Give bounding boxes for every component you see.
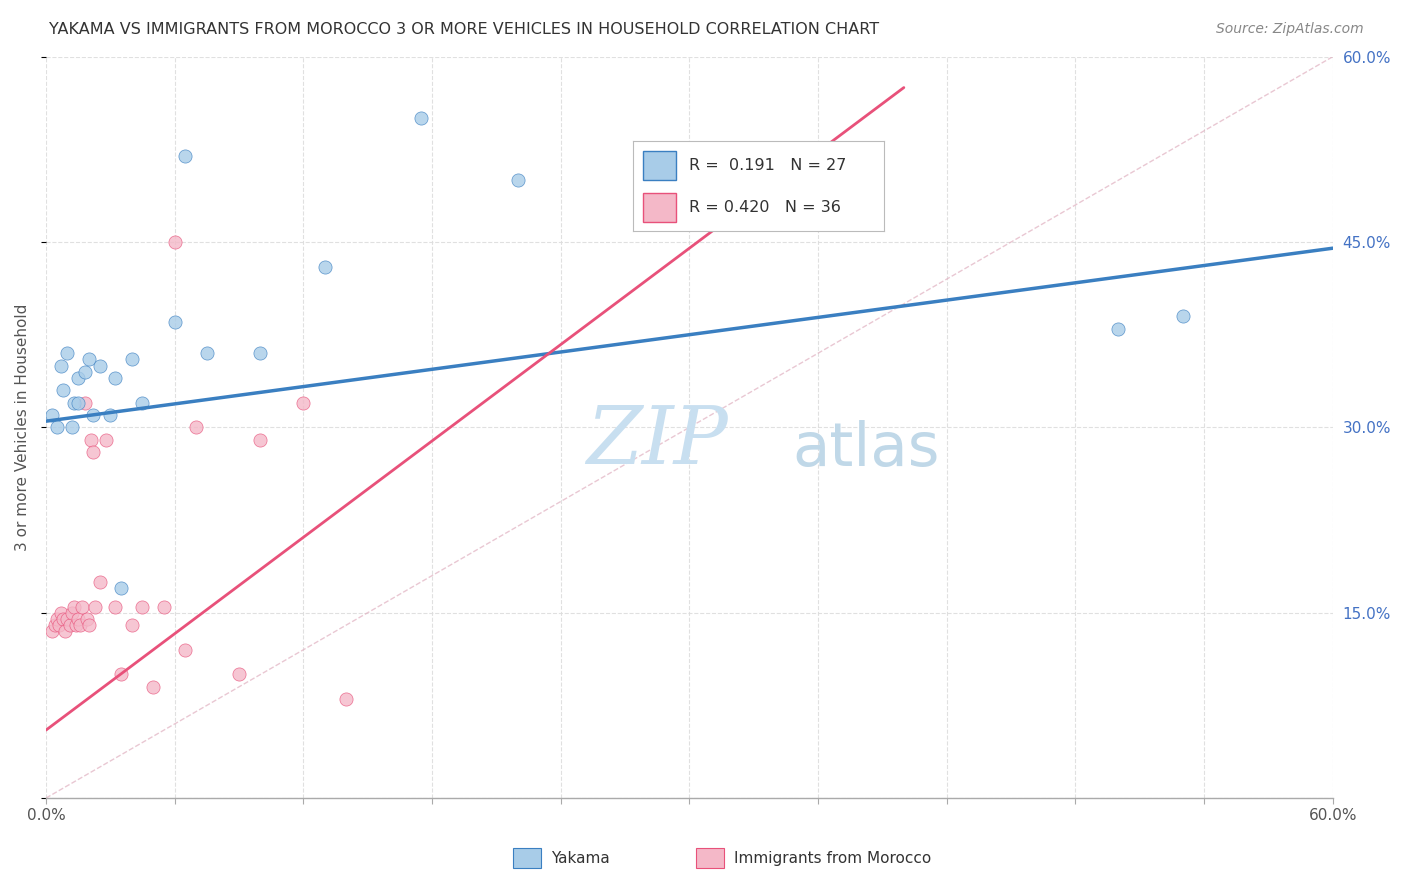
Point (1107, 321, 1129, 335)
Point (41, 624, 63, 639)
Point (98, 408, 121, 422)
Point (314, 260, 336, 274)
Point (82, 408, 104, 422)
Point (104, 371, 127, 385)
Point (53, 624, 76, 639)
Y-axis label: 3 or more Vehicles in Household: 3 or more Vehicles in Household (15, 303, 30, 551)
Text: Yakama: Yakama (551, 851, 610, 865)
Point (142, 680, 165, 694)
Point (77, 618, 100, 632)
Point (121, 618, 143, 632)
Point (52, 384, 75, 398)
Point (110, 581, 132, 595)
Point (131, 599, 153, 614)
Point (67, 371, 90, 385)
Point (56, 612, 79, 626)
Point (153, 599, 176, 614)
Text: Immigrants from Morocco: Immigrants from Morocco (734, 851, 931, 865)
Point (89, 359, 111, 373)
Point (77, 352, 100, 367)
Point (65, 618, 87, 632)
Text: R = 0.420   N = 36: R = 0.420 N = 36 (689, 200, 841, 215)
Point (131, 395, 153, 409)
Point (195, 346, 218, 360)
Point (184, 420, 207, 434)
Point (56, 346, 79, 360)
Point (63, 395, 86, 409)
Point (73, 395, 96, 409)
Point (45, 612, 67, 626)
Point (249, 433, 271, 447)
Point (335, 692, 357, 706)
Text: R =  0.191   N = 27: R = 0.191 N = 27 (689, 158, 846, 173)
Point (69, 618, 91, 632)
Point (84, 599, 107, 614)
Point (76, 612, 98, 626)
Point (63, 599, 86, 614)
Point (121, 352, 143, 367)
Point (80, 433, 103, 447)
Point (67, 612, 90, 626)
Point (228, 667, 250, 681)
Point (49, 359, 72, 373)
FancyBboxPatch shape (644, 152, 676, 180)
Point (174, 148, 197, 162)
Point (49, 606, 72, 620)
Point (506, 173, 529, 187)
Point (60, 606, 83, 620)
Point (60, 420, 83, 434)
Point (67, 395, 90, 409)
FancyBboxPatch shape (644, 194, 676, 222)
Point (94, 433, 117, 447)
Point (1171, 309, 1194, 323)
Point (104, 599, 127, 614)
Point (45, 420, 67, 434)
Point (163, 235, 186, 249)
Point (163, 315, 186, 329)
Point (89, 574, 111, 589)
Point (110, 667, 132, 681)
Point (41, 408, 63, 422)
Point (174, 642, 197, 657)
Point (411, 112, 433, 126)
Point (292, 395, 315, 409)
Point (58, 618, 80, 632)
Text: atlas: atlas (793, 420, 939, 479)
Text: YAKAMA VS IMMIGRANTS FROM MOROCCO 3 OR MORE VEHICLES IN HOUSEHOLD CORRELATION CH: YAKAMA VS IMMIGRANTS FROM MOROCCO 3 OR M… (49, 22, 879, 37)
Point (44, 618, 66, 632)
Point (82, 445, 104, 459)
Text: Source: ZipAtlas.com: Source: ZipAtlas.com (1216, 22, 1364, 37)
Point (73, 365, 96, 379)
Point (72, 599, 94, 614)
Point (48, 618, 70, 632)
Point (249, 346, 271, 360)
Text: ZIP: ZIP (586, 403, 728, 481)
Point (52, 612, 75, 626)
